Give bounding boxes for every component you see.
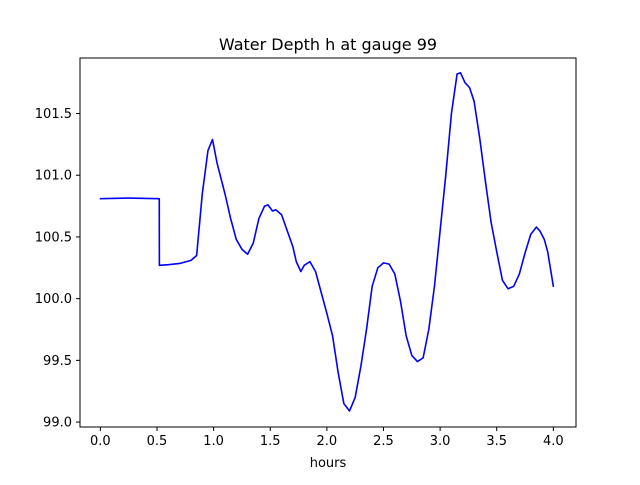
y-tick-label: 99.0 bbox=[43, 416, 72, 431]
x-tick-label: 0.5 bbox=[147, 434, 168, 449]
x-tick-label: 3.5 bbox=[486, 434, 507, 449]
x-tick-label: 2.0 bbox=[317, 434, 338, 449]
x-tick-label: 2.5 bbox=[373, 434, 394, 449]
y-tick-label: 100.5 bbox=[35, 230, 72, 245]
axes-frame bbox=[79, 57, 577, 428]
chart-title: Water Depth h at gauge 99 bbox=[219, 35, 437, 54]
x-tick-label: 0.0 bbox=[90, 434, 111, 449]
y-tick-label: 101.5 bbox=[35, 107, 72, 122]
x-axis-label: hours bbox=[310, 456, 347, 471]
x-tick-label: 1.5 bbox=[260, 434, 281, 449]
y-tick-label: 100.0 bbox=[35, 292, 72, 307]
x-tick-label: 1.0 bbox=[203, 434, 224, 449]
series-line-0 bbox=[99, 72, 555, 412]
x-tick-label: 4.0 bbox=[543, 434, 564, 449]
x-tick-label: 3.0 bbox=[430, 434, 451, 449]
y-tick-label: 99.5 bbox=[43, 354, 72, 369]
y-tick-label: 101.0 bbox=[35, 169, 72, 184]
plot-area: 0.0 0.5 1.0 1.5 2.0 2.5 3.0 3.5 4.0 99.0 99.5 100.0… bbox=[35, 57, 577, 449]
